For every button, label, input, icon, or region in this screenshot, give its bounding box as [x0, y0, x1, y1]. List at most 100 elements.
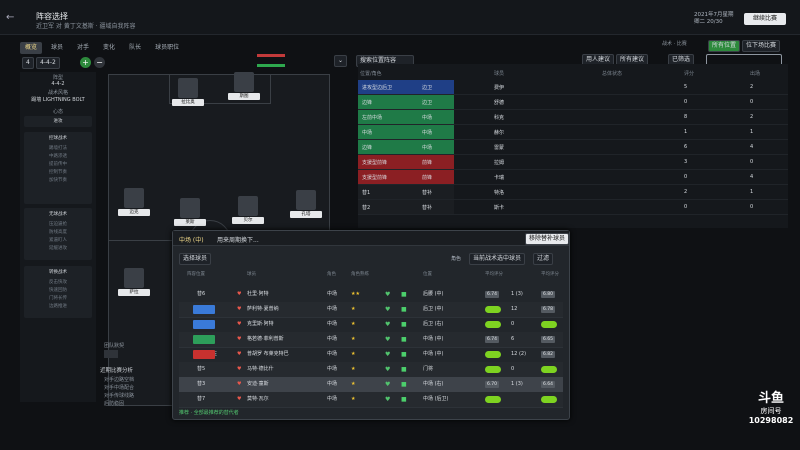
transition-box[interactable]: 转换战术 反击快攻 快速回防 门将长传 边路推进 [24, 266, 92, 318]
tab-players[interactable]: 球员 [51, 44, 64, 51]
in-possession-box[interactable]: 控球战术 踢墙打法 中路渗透 提前传中 控制节奏 加快节奏 [24, 132, 92, 204]
apps-value: 1 [750, 129, 754, 135]
apps-value: 0 [750, 159, 754, 165]
remove-formation-button[interactable]: − [94, 57, 105, 68]
remove-sub-button[interactable]: 移除替补球员 [525, 233, 569, 245]
position-name: 边锋 [362, 145, 373, 151]
mentality-select[interactable]: 进攻 [24, 116, 92, 127]
squad-row[interactable]: 边锋 中场 雷蒙 6 4 [358, 140, 788, 155]
tab-overview[interactable]: 概览 [20, 42, 43, 54]
squad-row[interactable]: 替2 替补 斯卡 0 0 [358, 200, 788, 215]
out-possession-box[interactable]: 无球战术 压迫逼抢 防线高度 紧逼盯人 延缓进攻 [24, 208, 92, 260]
player-card[interactable]: 莱斯 [174, 198, 206, 226]
col-header: 平均评分 [485, 272, 503, 277]
analysis-item[interactable]: 对手传球线路 [104, 393, 135, 399]
squad-row[interactable]: 进攻型边后卫 边卫 费伊 5 2 [358, 80, 788, 95]
role-stars: ★ [351, 381, 356, 387]
position-name: 后卫 (中) [423, 306, 444, 312]
candidate-row[interactable]: 替5 ♥ 马特·德比什 中场 ★ ♥ ■ 门将 0 [179, 362, 563, 378]
position-cell [358, 185, 454, 199]
candidate-row[interactable]: 替7 ♥ 莫特·瓦尔 中场 ★ ♥ ■ 中场 (后卫) [179, 392, 563, 408]
rating-pill [541, 321, 557, 328]
douyu-logo: 斗鱼 房间号 10298082 [744, 392, 798, 426]
role-dropdown[interactable]: 当前战术选中球员 [469, 253, 526, 265]
player-card[interactable]: 迈克 [118, 188, 150, 216]
stat-value: 6 [684, 144, 688, 150]
player-select-modal: 中场 (中) 用来周期换下... 移除替补球员 选择球员 角色 当前战术选中球员… [172, 230, 570, 420]
shirt-icon: ♥ [237, 321, 242, 327]
appearances: 12 [511, 306, 518, 312]
squad-row[interactable]: 替1 替补 特洛 2 1 [358, 185, 788, 200]
avg-rating-pill [485, 306, 501, 313]
mentality-value: 进攻 [53, 119, 63, 124]
add-formation-button[interactable]: + [80, 57, 91, 68]
role-stars: ★ [351, 351, 356, 357]
player-name: 科克 [494, 115, 505, 121]
box2-line: 压迫逼抢 [49, 222, 67, 227]
role-name: 中场 [327, 396, 338, 402]
col-header: 球员 [247, 272, 256, 277]
choose-player-dropdown[interactable]: 选择球员 [179, 253, 212, 265]
role-name: 前锋 [422, 175, 433, 181]
squad-row[interactable]: 边锋 边卫 舒德 0 0 [358, 95, 788, 110]
player-name: 莫特·瓦尔 [247, 396, 269, 402]
player-name: 舒德 [494, 100, 505, 106]
candidate-row[interactable]: 替3 ♥ 安迪·童斯 中场 ★ ♥ ■ 中场 (右) 6.70 1 (3) 6.64 [179, 377, 563, 393]
role-name: 前锋 [422, 160, 433, 166]
tab-all-positions[interactable]: 所有位置 [708, 40, 741, 52]
position-name: 中场 (中) [423, 336, 444, 342]
chemistry-icon: ■ [401, 351, 407, 358]
avg-rating: 6.70 [485, 381, 499, 388]
formation-count[interactable]: 4 [22, 57, 34, 69]
col-header: 平均评分 [541, 272, 559, 277]
formation-shape[interactable]: 4-4-2 [36, 57, 60, 69]
squad-row[interactable]: 支援型前锋 前锋 拉姆 3 0 [358, 155, 788, 170]
player-name: 普胡罗 布莱克特巴 [247, 351, 289, 357]
analysis-item[interactable]: 对手边路空档 [104, 377, 135, 383]
rating-pill [541, 366, 557, 373]
dropdown-toggle[interactable]: ⌄ [334, 55, 348, 67]
continue-button[interactable]: 继续比赛 [744, 13, 786, 25]
mentality-label: 心态 [52, 109, 63, 115]
fitness-heart-icon: ♥ [385, 396, 391, 403]
player-name: 克里斯·阿特 [247, 321, 274, 327]
tab-next-match[interactable]: 位下场比赛 [742, 40, 781, 52]
analysis-item[interactable]: 对手中场配合 [104, 385, 135, 391]
shirt-icon: ♥ [237, 366, 242, 372]
player-name: 迈克 [118, 209, 150, 216]
filter-dropdown[interactable]: 过滤 [533, 253, 554, 265]
box3-line: 门将长传 [49, 296, 67, 301]
tab-captain[interactable]: 队长 [129, 44, 142, 51]
rating: 6.65 [541, 336, 555, 343]
appearances: 0 [511, 366, 515, 372]
slot-badge [193, 305, 215, 314]
squad-row[interactable]: 左前中场 中场 科克 8 2 [358, 110, 788, 125]
tab-changes[interactable]: 变化 [103, 44, 116, 51]
transition-title: 转换战术 [49, 270, 67, 275]
slot-badge [193, 335, 215, 344]
back-arrow-icon[interactable]: ← [6, 12, 15, 23]
formation-selector[interactable]: 4 4-4-2 [22, 57, 60, 69]
player-card[interactable]: 贝尔 [232, 196, 264, 224]
chemistry-icon: ■ [401, 381, 407, 388]
squad-row[interactable]: 支援型前锋 前锋 卡瑞 0 4 [358, 170, 788, 185]
apps-value: 2 [750, 84, 754, 90]
tab-positions[interactable]: 球员职位 [155, 44, 180, 51]
position-name: 替1 [362, 190, 371, 196]
apps-value: 0 [750, 204, 754, 210]
fatigue-bar-green [257, 64, 285, 67]
player-card[interactable]: 萨拉 [118, 268, 150, 296]
tab-opponent[interactable]: 对手 [77, 44, 90, 51]
col-header: 位置 [423, 272, 432, 277]
player-card[interactable]: 斯图 [228, 72, 260, 100]
squad-row[interactable]: 中场 中场 赫尔 1 1 [358, 125, 788, 140]
player-card[interactable]: 拉比奥 [172, 78, 204, 106]
player-name: 杜里·阿特 [247, 291, 269, 297]
candidate-row[interactable]: 替6 ♥ 杜里·阿特 中场 ★★ ♥ ■ 后腰 (中) 6.74 1 (3) 6.80 [179, 287, 563, 303]
analysis-item[interactable]: 后防稳固 [104, 401, 125, 407]
player-card[interactable]: 孔塔 [290, 190, 322, 218]
